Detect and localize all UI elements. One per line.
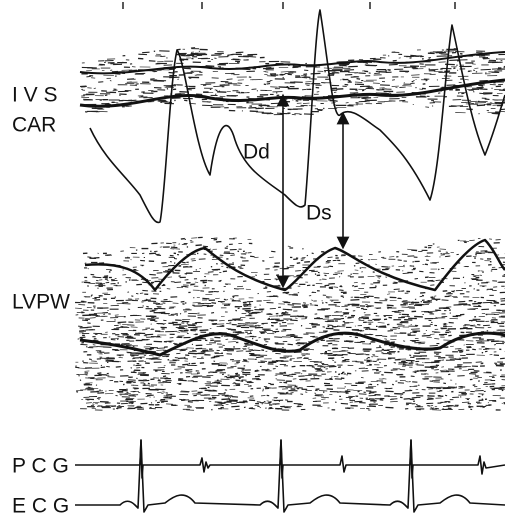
pcg-label: P C G [12, 455, 69, 478]
ds-label: Ds [306, 202, 332, 225]
echo-speck [377, 281, 380, 282]
ivs-label: I V S [12, 84, 58, 107]
dd-label: Dd [243, 141, 270, 164]
car-label: CAR [12, 114, 56, 137]
ecg-label: E C G [12, 495, 69, 518]
lvpw-label: LVPW [12, 291, 70, 314]
